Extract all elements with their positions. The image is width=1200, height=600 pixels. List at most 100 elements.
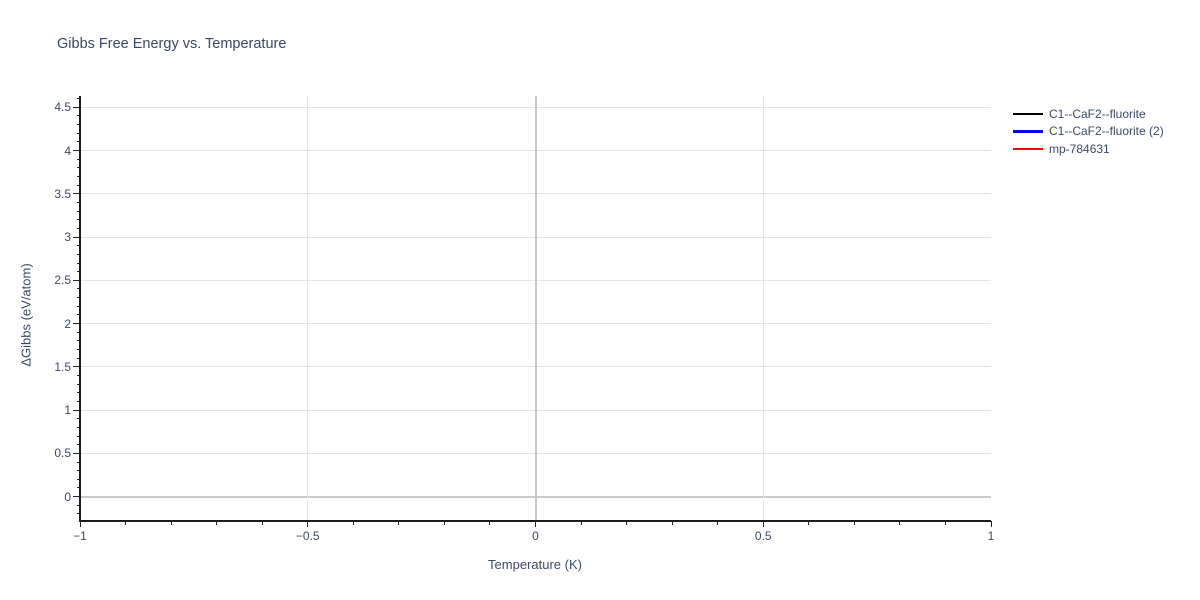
y-minor-tick [76,141,80,143]
y-minor-tick [76,461,80,463]
x-gridline [307,96,309,520]
x-minor-tick [944,521,946,525]
y-minor-tick [76,444,80,446]
y-major-tick [73,150,80,151]
x-major-tick [990,521,992,527]
y-tick-label: 1.5 [54,359,71,374]
x-minor-tick [170,521,172,525]
y-minor-tick [76,175,80,177]
y-minor-tick [76,487,80,489]
x-minor-tick [125,521,127,525]
y-minor-tick [76,357,80,359]
x-gridline [762,96,764,520]
legend-item: C1--CaF2--fluorite [1013,105,1164,123]
x-major-tick [79,521,81,527]
x-tick-label: 0 [532,529,539,543]
y-minor-tick [76,340,80,342]
y-minor-tick [76,253,80,255]
chart-title: Gibbs Free Energy vs. Temperature [57,36,287,52]
x-gridline [534,96,537,520]
x-major-tick [535,521,536,527]
y-minor-tick [76,314,80,316]
x-minor-tick [808,521,810,525]
y-major-tick [73,323,80,325]
y-minor-tick [76,158,80,160]
y-tick-label: 4 [64,143,71,158]
y-minor-tick [76,513,80,515]
y-minor-tick [76,470,80,472]
y-tick-label: 1 [64,403,71,418]
x-minor-tick [398,521,400,525]
y-tick-label: 2 [64,316,71,331]
legend-line-swatch [1013,147,1043,150]
y-minor-tick [76,262,80,264]
x-tick-label: 0.5 [754,529,772,543]
y-minor-tick [76,227,80,229]
x-minor-tick [626,521,628,525]
x-minor-tick [216,521,218,525]
x-axis [79,520,991,522]
x-axis-label: Temperature (K) [488,557,582,572]
y-minor-tick [76,400,80,402]
legend: C1--CaF2--fluorite C1--CaF2--fluorite (2… [1013,105,1164,158]
x-major-tick [307,521,309,527]
y-minor-tick [76,374,80,376]
y-axis-label: ΔGibbs (eV/atom) [18,263,34,367]
y-minor-tick [76,418,80,420]
y-minor-tick [76,98,80,100]
legend-line-swatch [1013,130,1043,133]
y-minor-tick [76,392,80,394]
legend-item: C1--CaF2--fluorite (2) [1013,123,1164,141]
legend-line-swatch [1013,112,1043,115]
y-minor-tick [76,201,80,203]
x-tick-label: −0.5 [295,529,320,543]
legend-item-label: C1--CaF2--fluorite (2) [1049,124,1164,139]
y-minor-tick [76,219,80,221]
x-tick-label: 1 [987,529,995,543]
y-minor-tick [76,426,80,428]
y-major-tick [73,236,80,238]
x-minor-tick [580,521,582,525]
y-minor-tick [76,184,80,186]
y-minor-tick [76,132,80,134]
y-minor-tick [76,288,80,290]
y-minor-tick [76,210,80,212]
y-minor-tick [76,478,80,480]
y-minor-tick [76,245,80,247]
y-tick-label: 3.5 [54,186,71,201]
y-minor-tick [76,331,80,333]
y-minor-tick [76,167,80,169]
y-tick-label: 3 [64,230,71,245]
y-major-tick [73,452,80,454]
y-axis [79,96,81,522]
x-minor-tick [717,521,719,525]
y-minor-tick [76,305,80,307]
y-major-tick [73,279,80,281]
y-major-tick [73,409,80,411]
legend-item-label: mp-784631 [1049,141,1110,156]
legend-item-label: C1--CaF2--fluorite [1049,106,1146,121]
y-major-tick [73,366,80,368]
y-minor-tick [76,435,80,437]
y-minor-tick [76,383,80,385]
x-minor-tick [443,521,445,525]
x-major-tick [762,521,764,527]
x-minor-tick [671,521,673,525]
y-minor-tick [76,115,80,117]
y-minor-tick [76,271,80,273]
x-minor-tick [352,521,354,525]
x-minor-tick [489,521,491,525]
y-major-tick [73,193,80,195]
x-tick-label: −1 [73,529,87,543]
y-major-tick [73,496,80,498]
y-minor-tick [76,504,80,506]
legend-item: mp-784631 [1013,140,1164,158]
x-minor-tick [899,521,901,525]
x-minor-tick [853,521,855,525]
y-tick-label: 4.5 [54,100,71,115]
y-tick-label: 2.5 [54,273,71,288]
x-minor-tick [261,521,263,525]
y-minor-tick [76,349,80,351]
y-tick-label: 0 [64,489,71,504]
